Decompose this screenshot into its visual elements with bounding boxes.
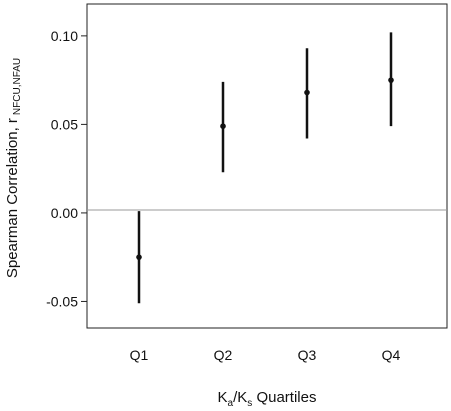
x-axis-title-rest: Quartiles xyxy=(252,389,316,406)
data-point xyxy=(220,123,226,129)
x-tick-label: Q4 xyxy=(382,347,401,363)
x-axis-title-sep: /K xyxy=(233,389,247,406)
y-tick-label: 0.05 xyxy=(51,116,78,132)
y-axis-title-main: Spearman Correlation, r xyxy=(4,118,21,278)
x-axis-title: Ka/Ks Quartiles xyxy=(218,389,317,409)
x-tick-label: Q2 xyxy=(214,347,233,363)
data-point xyxy=(388,77,394,83)
x-axis-title-main: K xyxy=(218,389,228,406)
y-axis: -0.05 0.00 0.05 0.10 xyxy=(46,28,87,309)
x-tick-label: Q3 xyxy=(298,347,317,363)
y-axis-title: Spearman Correlation, r NFCU,NFAU xyxy=(4,58,23,278)
y-tick-label: 0.00 xyxy=(51,205,78,221)
plot-frame xyxy=(86,3,448,329)
x-tick-label: Q1 xyxy=(130,347,149,363)
y-tick-label: 0.10 xyxy=(51,28,78,44)
x-axis: Q1 Q2 Q3 Q4 xyxy=(130,347,401,363)
x-axis-title-sub-s: s xyxy=(247,398,252,409)
y-tick-label: -0.05 xyxy=(46,293,78,309)
data-marks xyxy=(136,32,394,304)
y-axis-title-sub: NFCU,NFAU xyxy=(12,58,23,115)
data-point xyxy=(304,89,310,96)
x-axis-title-sub-a: a xyxy=(228,398,234,409)
data-point xyxy=(136,254,142,260)
